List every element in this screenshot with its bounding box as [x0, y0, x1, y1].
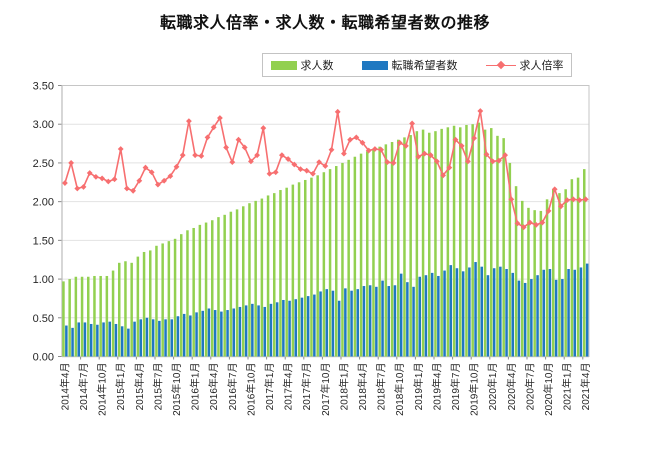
svg-text:2018年7月: 2018年7月 [375, 363, 388, 411]
kyujinsu-bar-swatch-icon [270, 60, 297, 70]
svg-text:2014年7月: 2014年7月 [77, 363, 90, 411]
svg-text:2020年4月: 2020年4月 [505, 363, 518, 411]
svg-text:2017年4月: 2017年4月 [282, 363, 295, 411]
kibousha-bar-swatch-icon [361, 60, 388, 70]
legend-label-kyujinsu: 求人数 [300, 60, 334, 72]
svg-text:2019年7月: 2019年7月 [449, 363, 462, 411]
svg-text:2018年10月: 2018年10月 [393, 363, 406, 416]
svg-text:2021年1月: 2021年1月 [561, 363, 574, 411]
page-title: 転職求人倍率・求人数・転職希望者数の推移 [159, 15, 490, 32]
svg-text:2014年10月: 2014年10月 [96, 363, 109, 416]
svg-text:3.00: 3.00 [33, 119, 54, 131]
svg-text:1.00: 1.00 [33, 274, 54, 286]
legend-item-kyujinsu: 求人数 [270, 57, 334, 73]
bairitsu-line-swatch-icon [485, 60, 516, 70]
svg-text:2017年7月: 2017年7月 [300, 363, 313, 411]
svg-text:2016年1月: 2016年1月 [189, 363, 202, 411]
svg-text:0.50: 0.50 [33, 313, 54, 325]
svg-text:2.00: 2.00 [33, 197, 54, 209]
svg-text:2020年1月: 2020年1月 [486, 363, 499, 411]
svg-text:2021年4月: 2021年4月 [579, 363, 592, 411]
legend-item-bairitsu: 求人倍率 [485, 57, 564, 73]
svg-text:2018年1月: 2018年1月 [337, 363, 350, 411]
bars-kibousha [65, 262, 589, 357]
svg-text:2.50: 2.50 [33, 158, 54, 170]
svg-text:2020年10月: 2020年10月 [542, 363, 555, 416]
svg-text:2019年4月: 2019年4月 [430, 363, 443, 411]
svg-text:2018年4月: 2018年4月 [356, 363, 369, 411]
svg-text:2015年7月: 2015年7月 [151, 363, 164, 411]
svg-text:2019年1月: 2019年1月 [412, 363, 425, 411]
svg-text:2019年10月: 2019年10月 [468, 363, 481, 416]
legend-item-kibousha: 転職希望者数 [361, 57, 458, 73]
svg-text:2014年4月: 2014年4月 [58, 363, 71, 411]
svg-text:2015年1月: 2015年1月 [114, 363, 127, 411]
svg-text:2016年4月: 2016年4月 [207, 363, 220, 411]
svg-text:2017年10月: 2017年10月 [319, 363, 332, 416]
legend-label-kibousha: 転職希望者数 [391, 60, 458, 72]
svg-text:2015年4月: 2015年4月 [133, 363, 146, 411]
bars-kyujinsu [62, 122, 586, 357]
y-axis-labels: 0.00 0.50 1.00 1.50 2.00 2.50 3.00 3.50 [33, 81, 54, 364]
svg-text:3.50: 3.50 [33, 81, 54, 93]
svg-text:2016年10月: 2016年10月 [244, 363, 257, 416]
svg-text:1.50: 1.50 [33, 235, 54, 247]
svg-text:2017年1月: 2017年1月 [263, 363, 276, 411]
svg-text:2015年10月: 2015年10月 [170, 363, 183, 416]
line-bairitsu [62, 108, 589, 231]
legend: 求人数 転職希望者数 求人倍率 [262, 53, 572, 77]
svg-text:2016年7月: 2016年7月 [226, 363, 239, 411]
svg-text:0.00: 0.00 [33, 352, 54, 364]
legend-label-bairitsu: 求人倍率 [519, 60, 564, 72]
svg-text:2020年7月: 2020年7月 [523, 363, 536, 411]
x-axis-labels: 2014年4月 2014年7月 2014年10月 2015年1月 2015年4月 2015… [58, 363, 592, 416]
